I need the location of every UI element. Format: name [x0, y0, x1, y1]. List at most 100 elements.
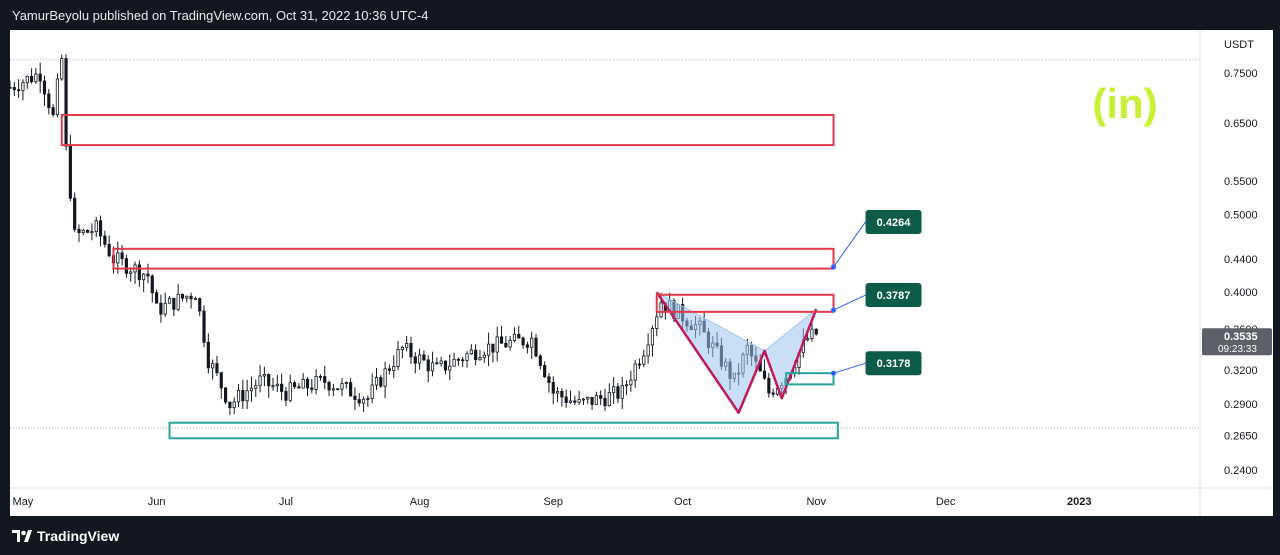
candle-body — [198, 298, 202, 312]
candle-body — [443, 360, 448, 371]
candle-body — [474, 349, 478, 361]
candle-body — [86, 229, 90, 233]
candle-body — [599, 395, 603, 399]
publisher-bar: YamurBeyolu published on TradingView.com… — [0, 0, 1280, 30]
candle-body — [189, 295, 193, 300]
candle-body — [262, 374, 266, 377]
current-price-badge — [1202, 328, 1272, 356]
tradingview-logo[interactable]: TradingView — [12, 528, 119, 544]
resistance-zone-mid — [112, 247, 835, 270]
pattern-triangle-bcd — [764, 309, 817, 399]
candle-body — [612, 386, 616, 393]
price-axis-currency: USDT — [1224, 39, 1254, 51]
candle-body — [340, 383, 344, 390]
callout-box — [865, 283, 922, 308]
candle-body — [241, 390, 245, 402]
candle-body — [762, 370, 767, 379]
candle-body — [318, 376, 323, 378]
price-tick-label: 0.6500 — [1224, 118, 1258, 130]
candle-body — [465, 353, 469, 361]
footer-bar: TradingView — [0, 516, 1280, 555]
candle-body — [185, 295, 189, 299]
candle-body — [232, 401, 236, 409]
callout-pointer-line — [833, 362, 866, 374]
candle-body — [297, 386, 301, 389]
candle-body — [482, 354, 486, 358]
price-tick-label: 0.2400 — [1224, 465, 1258, 477]
support-zone-small — [785, 372, 835, 386]
callout-label: 0.4264 — [877, 217, 912, 229]
chart-area[interactable]: (in) 0.4264 0.3787 0.3178 USDT 0.7500 0.6500 0.… — [8, 30, 1273, 516]
candle-body — [586, 396, 590, 400]
price-tick-label: 0.2900 — [1224, 399, 1258, 411]
candle-body — [142, 273, 146, 281]
candle-body — [353, 395, 357, 400]
candle-body — [383, 368, 387, 387]
candle-body — [206, 341, 210, 369]
candle-body — [288, 382, 292, 401]
candle-body — [620, 385, 624, 399]
candle-body — [603, 397, 607, 407]
time-tick-label: Dec — [936, 496, 956, 508]
candle-body — [336, 388, 340, 391]
candle-body — [400, 346, 404, 350]
candle-body — [534, 337, 538, 357]
candle-body — [349, 382, 353, 397]
candle-body — [223, 387, 228, 403]
candle-body — [568, 400, 573, 403]
candle-body — [624, 384, 629, 387]
candle-body — [366, 398, 370, 400]
callout-pointer-line — [833, 221, 866, 268]
candle-body — [594, 395, 598, 405]
time-tick-label: Jun — [148, 496, 166, 508]
support-zone-main — [168, 421, 839, 440]
candle-body — [504, 342, 508, 348]
candle-body — [129, 271, 133, 274]
candle-body — [607, 392, 611, 407]
candle-body — [547, 376, 551, 383]
candle-body — [17, 89, 21, 92]
price-tick-label: 0.4000 — [1224, 287, 1258, 299]
candle-body — [426, 359, 430, 372]
candle-body — [176, 293, 180, 310]
candle-body — [21, 82, 25, 92]
candle-body — [616, 386, 620, 399]
callout-box — [865, 351, 922, 376]
candle-body — [90, 231, 94, 234]
price-tick-label: 0.3200 — [1224, 365, 1258, 377]
candle-body — [327, 382, 331, 391]
candle-body — [814, 328, 818, 335]
candle-body — [124, 258, 128, 274]
candle-body — [254, 385, 258, 389]
candle-body — [38, 73, 42, 82]
candle-body — [305, 378, 310, 389]
candle-body — [512, 333, 517, 341]
candle-body — [314, 376, 318, 390]
candle-body — [767, 377, 771, 394]
candle-body — [551, 382, 555, 394]
publisher-text: YamurBeyolu published on TradingView.com… — [12, 8, 429, 23]
candle-body — [810, 328, 814, 340]
candle-body — [413, 356, 417, 364]
candle-body — [521, 337, 525, 346]
candle-body — [25, 75, 29, 84]
time-tick-label: May — [13, 496, 34, 508]
candle-body — [228, 401, 232, 409]
candle-body — [292, 382, 297, 388]
candle-body — [284, 391, 288, 401]
pattern-bd-line — [764, 308, 817, 352]
price-tick-label: 0.5000 — [1224, 209, 1258, 221]
candle-body — [357, 399, 361, 404]
time-tick-label: 2023 — [1067, 496, 1091, 508]
candle-body — [42, 80, 47, 95]
candle-body — [495, 336, 499, 353]
candle-body — [137, 264, 141, 281]
candlestick-chart[interactable]: (in) 0.4264 0.3787 0.3178 USDT 0.7500 0.6500 0.… — [8, 30, 1273, 516]
candle-body — [29, 75, 34, 83]
candle-body — [107, 243, 111, 257]
candle-body — [525, 344, 529, 348]
candle-body — [103, 235, 107, 245]
candle-body — [361, 398, 366, 404]
candle-body — [8, 86, 12, 89]
callout-label: 0.3178 — [877, 358, 911, 370]
